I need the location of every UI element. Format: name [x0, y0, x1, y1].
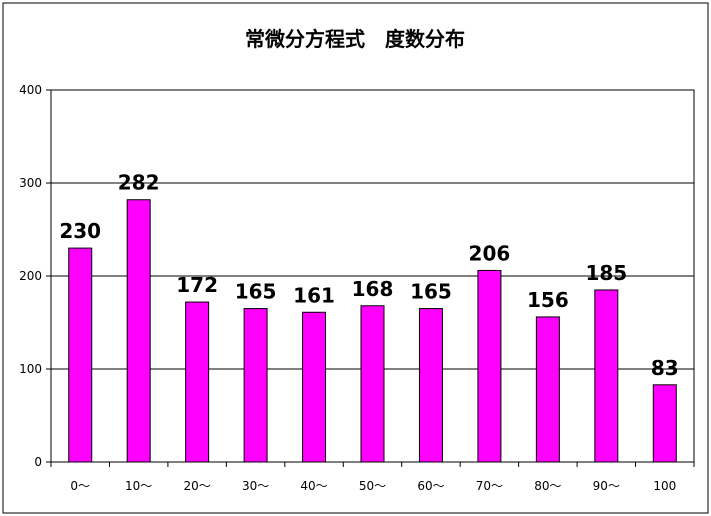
y-tick-label: 100 — [19, 362, 42, 376]
data-labels: 230 282 172 165 161 168 165 206 156 185 83 — [59, 171, 678, 380]
bar-3 — [243, 308, 268, 463]
chart-title: 常微分方程式 度数分布 — [245, 27, 465, 51]
data-label: 282 — [118, 171, 160, 195]
bar-9 — [594, 289, 619, 463]
bar-7 — [477, 269, 502, 463]
y-axis: 0 100 200 300 400 — [19, 83, 51, 469]
x-tick-label: 20～ — [183, 479, 210, 493]
x-tick-label: 70～ — [476, 479, 503, 493]
x-tick-label: 0～ — [70, 479, 90, 493]
y-tick-label: 300 — [19, 176, 42, 190]
bar-8 — [535, 316, 560, 463]
bar-0 — [68, 247, 93, 463]
x-tick-label: 30～ — [242, 479, 269, 493]
x-tick-label: 40～ — [300, 479, 327, 493]
y-tick-label: 200 — [19, 269, 42, 283]
data-label: 165 — [410, 280, 452, 304]
x-tick-label: 90～ — [593, 479, 620, 493]
x-tick-label: 60～ — [417, 479, 444, 493]
bar-2 — [185, 301, 210, 463]
data-label: 185 — [585, 261, 627, 285]
y-tick-label: 0 — [34, 455, 42, 469]
data-label: 165 — [235, 280, 277, 304]
x-tick-label: 100 — [653, 479, 676, 493]
data-label: 168 — [352, 277, 394, 301]
x-axis: 0～ 10～ 20～ 30～ 40～ 50～ 60～ 70～ 80～ 90～ 100 — [50, 462, 695, 493]
bars — [68, 199, 677, 463]
data-label: 83 — [651, 356, 679, 380]
x-tick-label: 80～ — [534, 479, 561, 493]
bar-4 — [302, 311, 327, 463]
data-label: 161 — [293, 283, 335, 307]
bar-6 — [418, 308, 443, 463]
bar-1 — [126, 199, 151, 463]
x-tick-label: 10～ — [125, 479, 152, 493]
y-tick-label: 400 — [19, 83, 42, 97]
data-label: 172 — [176, 273, 218, 297]
data-label: 206 — [469, 241, 511, 265]
bar-5 — [360, 305, 385, 463]
bar-10 — [652, 384, 677, 463]
x-tick-label: 50～ — [359, 479, 386, 493]
data-label: 230 — [59, 219, 101, 243]
data-label: 156 — [527, 288, 569, 312]
